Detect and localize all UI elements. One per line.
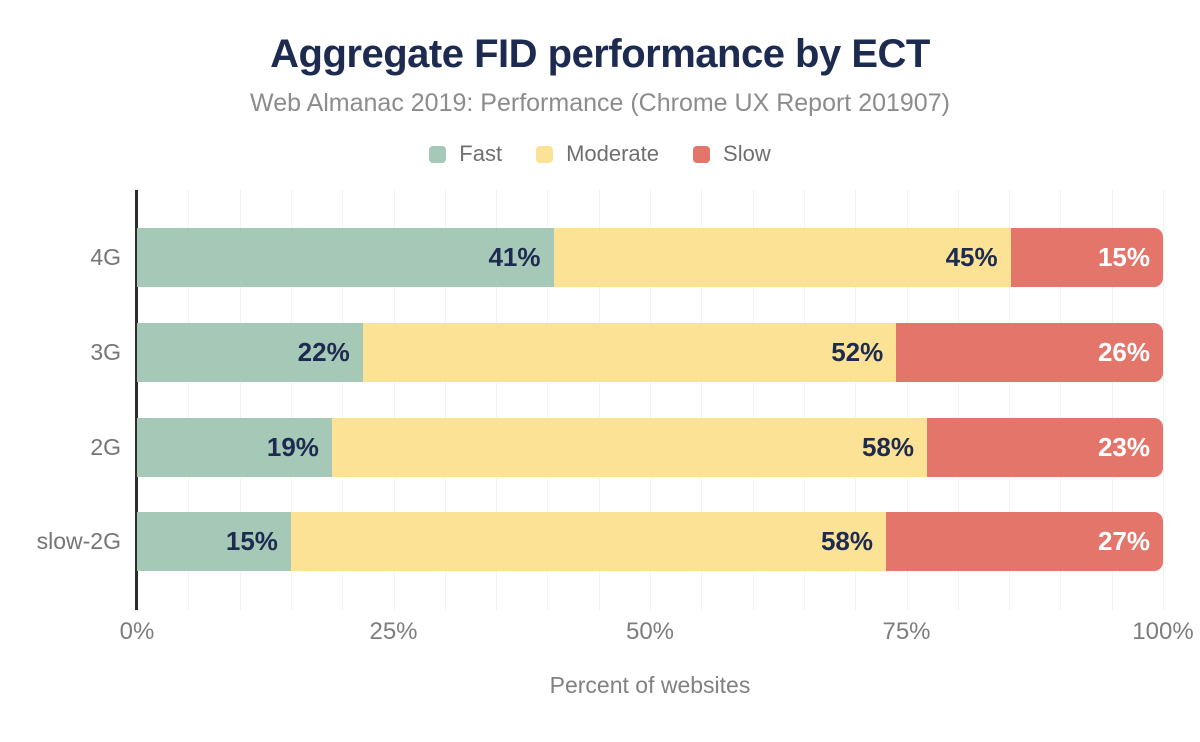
x-tick: 0% (119, 618, 155, 645)
x-axis-title: Percent of websites (549, 672, 751, 698)
value-label: 45% (945, 242, 998, 272)
gridline (188, 190, 190, 610)
value-label: 27% (1097, 526, 1150, 556)
gridline (957, 190, 959, 610)
gridline (650, 190, 651, 610)
legend-item-moderate: Moderate (536, 141, 659, 167)
legend-item-slow: Slow (693, 141, 771, 167)
gridline (496, 190, 498, 610)
legend-swatch (693, 145, 711, 163)
bar-segment-fast: 41% (137, 228, 554, 287)
bar-segment-moderate: 58% (331, 418, 928, 477)
value-label: 22% (297, 337, 350, 367)
gridline (290, 190, 292, 610)
value-label: 52% (831, 337, 884, 367)
value-label: 19% (266, 432, 319, 462)
y-axis-line (135, 190, 138, 610)
bar-segment-moderate: 52% (362, 323, 897, 382)
bar-segment-slow: 26% (896, 323, 1163, 382)
value-label: 23% (1097, 432, 1150, 462)
gridline (1111, 190, 1113, 610)
bar-segment-moderate: 58% (290, 512, 886, 571)
gridline (752, 190, 754, 610)
gridline (547, 190, 549, 610)
bar-segment-moderate: 45% (553, 228, 1011, 287)
gridline (803, 190, 805, 610)
bar-row-4G: 4G 41% 45% 15% (90, 228, 1163, 287)
bar-segment-fast: 15% (137, 512, 291, 571)
legend-label: Moderate (566, 141, 660, 166)
gridline (1009, 190, 1011, 610)
gridline (598, 190, 600, 610)
x-tick: 50% (625, 618, 675, 645)
legend-item-fast: Fast (429, 141, 502, 167)
value-label: 15% (225, 526, 278, 556)
gridline (855, 190, 857, 610)
category-label: 2G (90, 434, 121, 460)
bar-row-3G: 3G 22% 52% 26% (90, 323, 1163, 382)
legend-swatch (429, 145, 447, 163)
bar-segment-slow: 15% (1010, 228, 1163, 287)
gridline (906, 190, 908, 610)
value-label: 41% (488, 242, 541, 272)
bar-segment-slow: 27% (885, 512, 1163, 571)
category-label: 3G (90, 339, 121, 365)
legend-swatch (536, 145, 554, 163)
gridline (342, 190, 344, 610)
gridline (393, 190, 395, 610)
chart-title: Aggregate FID performance by ECT (270, 32, 930, 76)
legend: Fast Moderate Slow (0, 141, 1200, 167)
bar-segment-fast: 22% (137, 323, 363, 382)
gridline (444, 190, 446, 610)
x-tick: 75% (882, 618, 931, 645)
x-tick: 25% (369, 618, 418, 645)
bar-row-slow-2G: slow-2G 15% 58% 27% (37, 512, 1163, 571)
gridline (239, 190, 241, 610)
chart-header: Aggregate FID performance by ECT Web Alm… (0, 0, 1200, 118)
value-label: 58% (820, 526, 873, 556)
value-label: 26% (1097, 337, 1150, 367)
bar-segment-fast: 19% (137, 418, 332, 477)
category-label: 4G (90, 244, 121, 270)
legend-label: Slow (723, 141, 771, 166)
gridline (1060, 190, 1062, 610)
category-label: slow-2G (36, 528, 121, 554)
gridline (701, 190, 703, 610)
plot-area: 4G 41% 45% 15% 3G 22% 52% 26% 2G 19% 58% 23% slow-2G… (37, 190, 1194, 698)
value-label: 58% (861, 432, 915, 462)
legend-label: Fast (459, 141, 503, 166)
x-axis-ticks: 0% 25% 50% 75% 100% (120, 618, 1194, 648)
x-tick: 100% (1132, 618, 1194, 645)
bar-row-2G: 2G 19% 58% 23% (90, 418, 1163, 477)
bar-segment-slow: 23% (927, 418, 1163, 477)
gridline (1163, 190, 1164, 610)
chart-subtitle: Web Almanac 2019: Performance (Chrome UX… (250, 89, 950, 117)
value-label: 15% (1097, 242, 1150, 272)
